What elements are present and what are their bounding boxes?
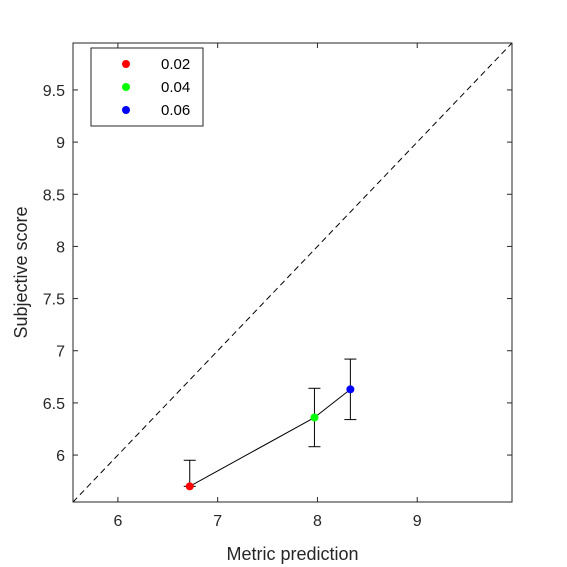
x-axis-label: Metric prediction <box>226 544 358 564</box>
y-tick-label: 8 <box>56 239 65 256</box>
data-point-layer <box>185 385 355 491</box>
connecting-segment <box>314 388 351 418</box>
data-point <box>346 385 355 394</box>
legend: 0.02 0.04 0.06 <box>90 47 204 127</box>
x-tick-label: 7 <box>213 513 222 530</box>
connecting-line-layer <box>189 388 351 487</box>
legend-label: 0.02 <box>161 56 190 73</box>
x-tick-label: 9 <box>413 513 422 530</box>
legend-item: 0.02 <box>122 56 190 73</box>
legend-item: 0.04 <box>122 79 190 96</box>
y-tick-label: 9 <box>56 135 65 152</box>
legend-marker <box>122 60 130 68</box>
x-tick-label: 6 <box>113 513 122 530</box>
data-point <box>310 413 319 422</box>
reference-line-layer <box>72 42 513 503</box>
legend-label: 0.06 <box>161 102 190 119</box>
legend-box <box>90 47 204 127</box>
legend-marker <box>122 106 130 114</box>
plot-border <box>72 42 513 503</box>
legend-item: 0.06 <box>122 102 190 119</box>
y-tick-label: 8.5 <box>43 187 65 204</box>
data-point <box>185 482 194 491</box>
legend-label: 0.04 <box>161 79 190 96</box>
y-axis-ticks: 6 6.5 7 7.5 8 8.5 9 9.5 <box>43 83 512 465</box>
y-tick-label: 7 <box>56 344 65 361</box>
diagonal-reference-line <box>72 42 513 503</box>
y-tick-label: 6 <box>56 448 65 465</box>
y-axis-label: Subjective score <box>11 206 31 338</box>
y-tick-label: 6.5 <box>43 396 65 413</box>
y-tick-label: 7.5 <box>43 292 65 309</box>
x-axis-ticks: 6 7 8 9 <box>113 43 422 530</box>
y-tick-label: 9.5 <box>43 83 65 100</box>
connecting-segment <box>189 417 315 487</box>
legend-marker <box>122 83 130 91</box>
x-tick-label: 8 <box>313 513 322 530</box>
